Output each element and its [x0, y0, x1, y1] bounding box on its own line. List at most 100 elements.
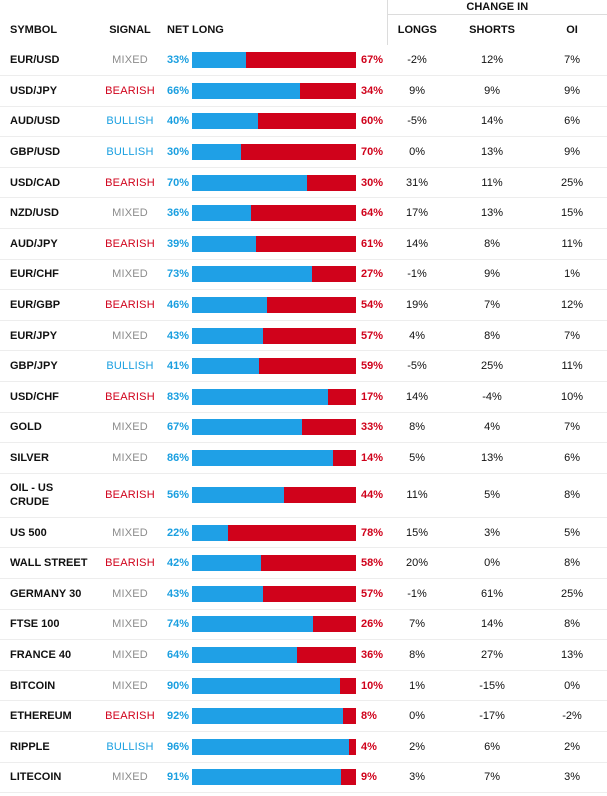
- oi-header[interactable]: OI: [566, 24, 578, 36]
- longs-change-cell: 3%: [387, 762, 448, 794]
- net-short-value: 58%: [357, 547, 388, 579]
- symbol-cell[interactable]: USD/CHF: [0, 381, 95, 413]
- net-long-bar: [192, 82, 301, 99]
- symbol-cell[interactable]: USD/CAD: [0, 167, 95, 199]
- symbol-cell[interactable]: EUR/JPY: [0, 320, 95, 352]
- net-long-value: 41%: [165, 350, 192, 383]
- net-short-bar: [349, 738, 356, 755]
- net-long-header[interactable]: NET LONG: [167, 23, 224, 36]
- longs-change-cell: 11%: [387, 473, 448, 518]
- symbol-cell[interactable]: GERMANY 30: [0, 578, 95, 610]
- symbol-cell[interactable]: FTSE 100: [0, 609, 95, 641]
- table-row[interactable]: USD/CAD BEARISH 70% 30% 31% 11% 25%: [0, 167, 607, 199]
- symbol-cell[interactable]: LITECOIN: [0, 762, 95, 794]
- signal-cell: BULLISH: [95, 136, 165, 168]
- table-row[interactable]: WALL STREET BEARISH 42% 58% 20% 0% 8%: [0, 547, 607, 579]
- table-row[interactable]: GBP/JPY BULLISH 41% 59% -5% 25% 11%: [0, 350, 607, 383]
- net-short-bar: [311, 266, 356, 283]
- table-row[interactable]: AUD/USD BULLISH 40% 60% -5% 14% 6%: [0, 106, 607, 138]
- table-body: EUR/USD MIXED 33% 67% -2% 12% 7% USD/JPY BEARISH…: [0, 45, 607, 794]
- longs-change-cell: 8%: [387, 412, 448, 444]
- shorts-change-cell: 13%: [447, 197, 538, 230]
- longs-header[interactable]: LONGS: [386, 14, 448, 45]
- net-long-value: 46%: [165, 289, 192, 321]
- net-short-bar: [262, 327, 356, 344]
- signal-cell: BEARISH: [95, 289, 165, 321]
- sentiment-bar-cell: [192, 197, 357, 230]
- symbol-cell[interactable]: ETHEREUM: [0, 700, 95, 732]
- shorts-change-cell: 13%: [447, 136, 538, 168]
- table-row[interactable]: GERMANY 30 MIXED 43% 57% -1% 61% 25%: [0, 578, 607, 610]
- shorts-change-cell: 11%: [447, 167, 538, 199]
- symbol-cell[interactable]: FRANCE 40: [0, 639, 95, 671]
- oi-change-cell: 6%: [537, 106, 607, 138]
- net-long-value: 67%: [165, 412, 192, 444]
- symbol-cell[interactable]: SILVER: [0, 442, 95, 474]
- table-row[interactable]: GOLD MIXED 67% 33% 8% 4% 7%: [0, 412, 607, 444]
- symbol-cell[interactable]: BITCOIN: [0, 670, 95, 702]
- symbol-cell[interactable]: OIL - US CRUDE: [0, 473, 95, 518]
- table-row[interactable]: FRANCE 40 MIXED 64% 36% 8% 27% 13%: [0, 639, 607, 671]
- net-short-value: 59%: [357, 350, 388, 383]
- net-short-bar: [228, 524, 356, 541]
- table-row[interactable]: AUD/JPY BEARISH 39% 61% 14% 8% 11%: [0, 228, 607, 260]
- table-row[interactable]: SILVER MIXED 86% 14% 5% 13% 6%: [0, 442, 607, 474]
- table-row[interactable]: NZD/USD MIXED 36% 64% 17% 13% 15%: [0, 197, 607, 230]
- shorts-change-cell: 5%: [447, 473, 538, 518]
- table-row[interactable]: USD/CHF BEARISH 83% 17% 14% -4% 10%: [0, 381, 607, 413]
- signal-cell: MIXED: [95, 442, 165, 474]
- symbol-cell[interactable]: GBP/USD: [0, 136, 95, 168]
- symbol-cell[interactable]: US 500: [0, 517, 95, 549]
- net-long-value: 22%: [165, 517, 192, 549]
- oi-change-cell: 3%: [537, 762, 607, 794]
- sentiment-bar-cell: [192, 412, 357, 444]
- sentiment-bar: [192, 113, 356, 130]
- shorts-change-cell: 9%: [447, 259, 538, 291]
- net-long-bar: [192, 677, 340, 694]
- symbol-cell[interactable]: USD/JPY: [0, 75, 95, 107]
- symbol-cell[interactable]: GOLD: [0, 412, 95, 444]
- signal-cell: MIXED: [95, 517, 165, 549]
- symbol-cell[interactable]: WALL STREET: [0, 547, 95, 579]
- table-row[interactable]: BITCOIN MIXED 90% 10% 1% -15% 0%: [0, 670, 607, 702]
- net-long-value: 42%: [165, 547, 192, 579]
- net-short-bar: [300, 82, 356, 99]
- table-row[interactable]: EUR/JPY MIXED 43% 57% 4% 8% 7%: [0, 320, 607, 352]
- symbol-cell[interactable]: EUR/USD: [0, 45, 95, 77]
- symbol-cell[interactable]: RIPPLE: [0, 731, 95, 763]
- symbol-cell[interactable]: GBP/JPY: [0, 350, 95, 383]
- table-row[interactable]: EUR/GBP BEARISH 46% 54% 19% 7% 12%: [0, 289, 607, 321]
- oi-change-cell: 9%: [537, 136, 607, 168]
- net-short-value: 14%: [357, 442, 388, 474]
- net-short-bar: [296, 646, 356, 663]
- signal-header[interactable]: SIGNAL: [109, 23, 151, 36]
- oi-change-cell: 7%: [537, 412, 607, 444]
- signal-cell: MIXED: [95, 670, 165, 702]
- sentiment-bar: [192, 738, 356, 755]
- shorts-change-cell: 7%: [447, 762, 538, 794]
- net-short-value: 70%: [357, 136, 388, 168]
- symbol-cell[interactable]: NZD/USD: [0, 197, 95, 230]
- signal-cell: BEARISH: [95, 167, 165, 199]
- net-long-value: 90%: [165, 670, 192, 702]
- table-row[interactable]: EUR/CHF MIXED 73% 27% -1% 9% 1%: [0, 259, 607, 291]
- symbol-cell[interactable]: EUR/CHF: [0, 259, 95, 291]
- table-row[interactable]: OIL - US CRUDE BEARISH 56% 44% 11% 5% 8%: [0, 473, 607, 518]
- symbol-cell[interactable]: EUR/GBP: [0, 289, 95, 321]
- table-row[interactable]: FTSE 100 MIXED 74% 26% 7% 14% 8%: [0, 609, 607, 641]
- sentiment-bar-cell: [192, 473, 357, 518]
- table-row[interactable]: GBP/USD BULLISH 30% 70% 0% 13% 9%: [0, 136, 607, 168]
- shorts-header[interactable]: SHORTS: [469, 24, 515, 36]
- sentiment-bar: [192, 297, 356, 314]
- table-row[interactable]: US 500 MIXED 22% 78% 15% 3% 5%: [0, 517, 607, 549]
- shorts-change-cell: 12%: [447, 45, 538, 77]
- table-row[interactable]: LITECOIN MIXED 91% 9% 3% 7% 3%: [0, 762, 607, 794]
- symbol-header[interactable]: SYMBOL: [10, 23, 58, 36]
- symbol-cell[interactable]: AUD/JPY: [0, 228, 95, 260]
- signal-cell: MIXED: [95, 197, 165, 230]
- table-row[interactable]: EUR/USD MIXED 33% 67% -2% 12% 7%: [0, 45, 607, 77]
- symbol-cell[interactable]: AUD/USD: [0, 106, 95, 138]
- table-row[interactable]: ETHEREUM BEARISH 92% 8% 0% -17% -2%: [0, 700, 607, 732]
- table-row[interactable]: RIPPLE BULLISH 96% 4% 2% 6% 2%: [0, 731, 607, 763]
- table-row[interactable]: USD/JPY BEARISH 66% 34% 9% 9% 9%: [0, 75, 607, 107]
